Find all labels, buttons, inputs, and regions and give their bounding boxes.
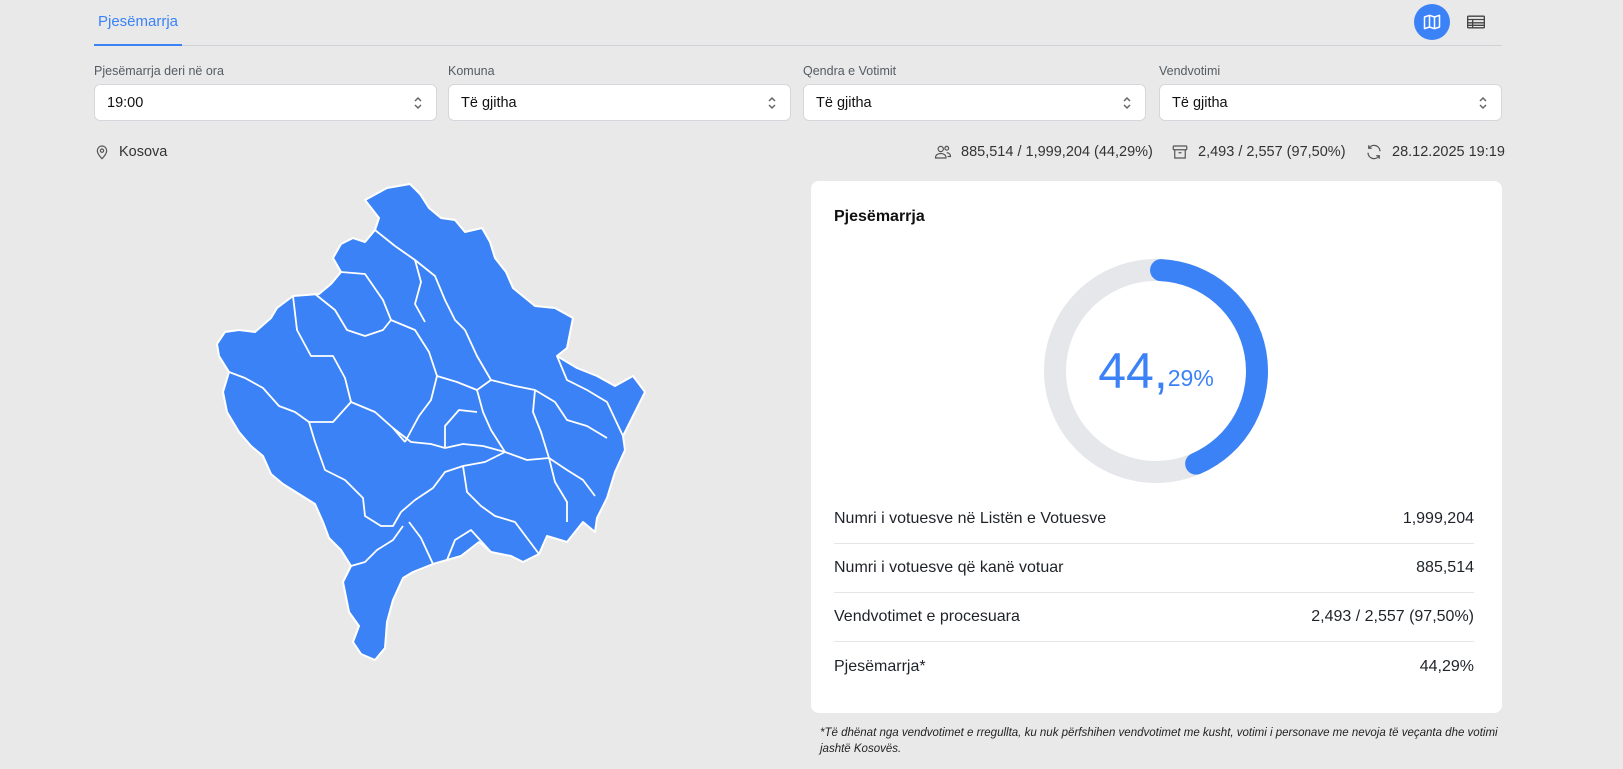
turnout-percentage-label: 44, 29% — [1041, 256, 1271, 486]
top-tab-bar: Pjesëmarrja — [94, 0, 1502, 46]
filter-polling-station-label: Vendvotimi — [1159, 64, 1221, 78]
chevron-updown-icon — [414, 96, 422, 109]
turnout-card: Pjesëmarrja 44, 29% Numri i votuesve në … — [811, 181, 1502, 713]
voters-stat-value: 885,514 / 1,999,204 (44,29%) — [961, 144, 1153, 160]
detail-label: Pjesëmarrja* — [834, 657, 926, 675]
location-indicator: Kosova — [94, 143, 167, 161]
voters-stat: 885,514 / 1,999,204 (44,29%) — [934, 143, 1153, 161]
donut-progress-arc — [1150, 259, 1268, 475]
filter-voting-center-label: Qendra e Votimit — [803, 64, 897, 78]
turnout-integer: 44, — [1098, 343, 1168, 399]
tab-pjesemarrja[interactable]: Pjesëmarrja — [94, 0, 183, 46]
detail-value: 2,493 / 2,557 (97,50%) — [1311, 608, 1474, 625]
time-select[interactable]: 19:00 — [94, 84, 437, 121]
table-view-button[interactable] — [1458, 4, 1494, 40]
municipality-select-value: Të gjitha — [461, 94, 517, 111]
detail-row: Vendvotimet e procesuara 2,493 / 2,557 (… — [834, 593, 1474, 642]
detail-row: Numri i votuesve në Listën e Votuesve 1,… — [834, 495, 1474, 544]
map-region[interactable] — [216, 183, 646, 661]
stations-stat-value: 2,493 / 2,557 (97,50%) — [1198, 144, 1346, 160]
turnout-decimal: 29% — [1167, 364, 1214, 391]
location-label: Kosova — [119, 144, 168, 160]
filter-time-label: Pjesëmarrja deri në ora — [94, 64, 224, 78]
detail-value: 44,29% — [1419, 657, 1474, 675]
detail-row: Numri i votuesve që kanë votuar 885,514 — [834, 544, 1474, 593]
filter-time: Pjesëmarrja deri në ora 19:00 — [94, 64, 437, 121]
chevron-updown-icon — [1479, 96, 1487, 109]
ballot-box-icon — [1172, 145, 1188, 159]
stations-stat: 2,493 / 2,557 (97,50%) — [1171, 143, 1346, 161]
detail-label: Numri i votuesve që kanë votuar — [834, 559, 1064, 576]
detail-row: Pjesëmarrja* 44,29% — [834, 642, 1474, 691]
filter-polling-station: Vendvotimi Të gjitha — [1159, 64, 1502, 121]
update-timestamp: 28.12.2025 19:19 — [1392, 144, 1505, 160]
detail-value: 885,514 — [1416, 559, 1474, 576]
filter-municipality-label: Komuna — [448, 64, 495, 78]
card-title: Pjesëmarrja — [834, 208, 925, 225]
summary-row: Kosova 885,514 / 1,999,204 (44,29%) 2,49… — [94, 143, 1505, 165]
update-stat: 28.12.2025 19:19 — [1365, 143, 1505, 161]
users-icon — [934, 145, 952, 159]
filter-voting-center: Qendra e Votimit Të gjitha — [803, 64, 1146, 121]
voting-center-select-value: Të gjitha — [816, 94, 872, 111]
polling-station-select[interactable]: Të gjitha — [1159, 84, 1502, 121]
location-pin-icon — [96, 145, 108, 160]
voting-center-select[interactable]: Të gjitha — [803, 84, 1146, 121]
kosovo-map[interactable] — [215, 180, 665, 680]
filter-municipality: Komuna Të gjitha — [448, 64, 791, 121]
chevron-updown-icon — [1123, 96, 1131, 109]
chevron-updown-icon — [768, 96, 776, 109]
map-icon — [1423, 14, 1441, 30]
turnout-details: Numri i votuesve në Listën e Votuesve 1,… — [834, 495, 1474, 691]
table-icon — [1467, 15, 1485, 29]
map-view-button[interactable] — [1414, 4, 1450, 40]
detail-label: Numri i votuesve në Listën e Votuesve — [834, 510, 1107, 527]
footnote: *Të dhënat nga vendvotimet e rregullta, … — [820, 727, 1498, 755]
refresh-icon — [1367, 144, 1381, 160]
time-select-value: 19:00 — [107, 94, 144, 111]
municipality-select[interactable]: Të gjitha — [448, 84, 791, 121]
polling-station-select-value: Të gjitha — [1172, 94, 1228, 111]
detail-label: Vendvotimet e procesuara — [834, 608, 1020, 625]
turnout-donut-chart — [1044, 259, 1268, 483]
detail-value: 1,999,204 — [1402, 510, 1474, 527]
